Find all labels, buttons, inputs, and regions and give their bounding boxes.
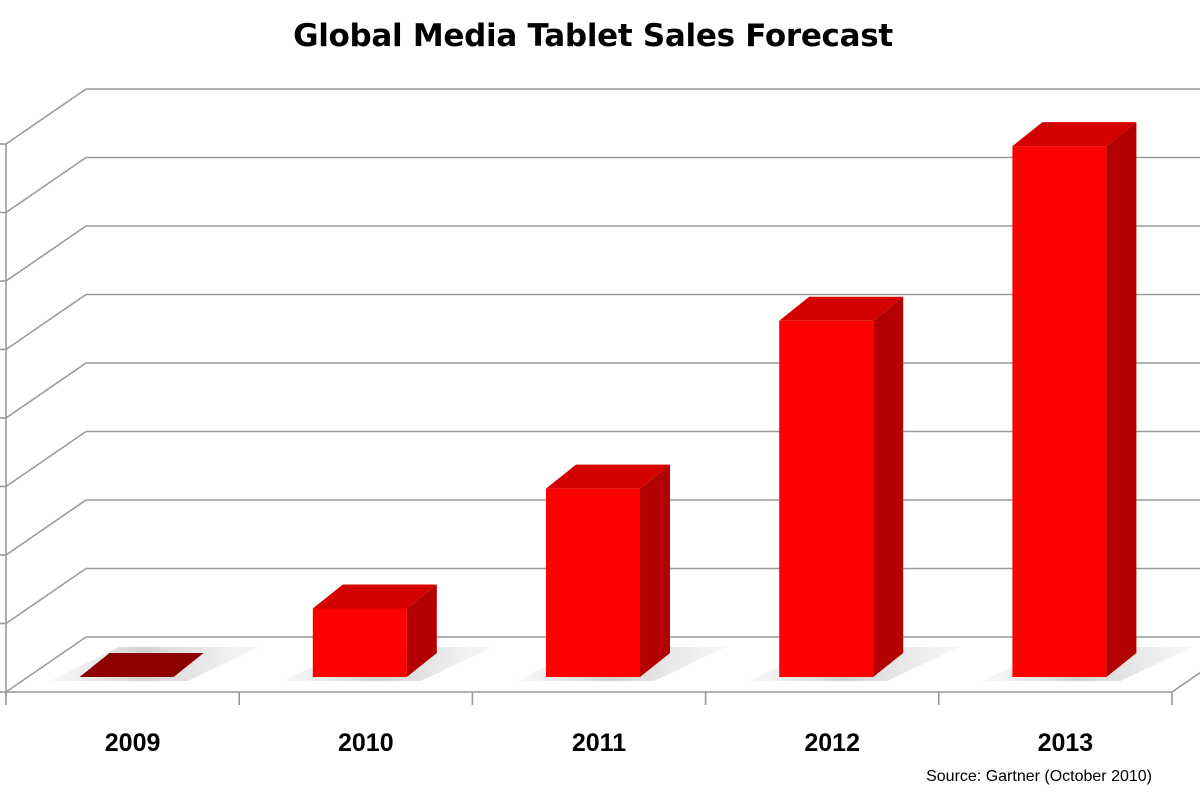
chart-title: Global Media Tablet Sales Forecast [293, 18, 893, 54]
floor-edge [1171, 671, 1200, 693]
x-tick-label: 2012 [804, 729, 860, 757]
bar-2012 [779, 296, 904, 677]
bar-2011 [546, 464, 670, 677]
gridline [0, 88, 1200, 145]
x-tick-label: 2013 [1038, 729, 1094, 757]
x-tick-label: 2011 [572, 729, 626, 757]
bar-2013 [1012, 122, 1137, 677]
bar-2009 [79, 653, 204, 677]
bar-2010 [312, 584, 437, 677]
x-tick-label: 2009 [105, 729, 161, 757]
bars [79, 122, 1137, 677]
source-note: Source: Gartner (October 2010) [926, 768, 1152, 785]
x-tick-labels: 2009 2010 2011 2012 2013 [105, 729, 1093, 757]
x-tick-label: 2010 [338, 729, 394, 757]
